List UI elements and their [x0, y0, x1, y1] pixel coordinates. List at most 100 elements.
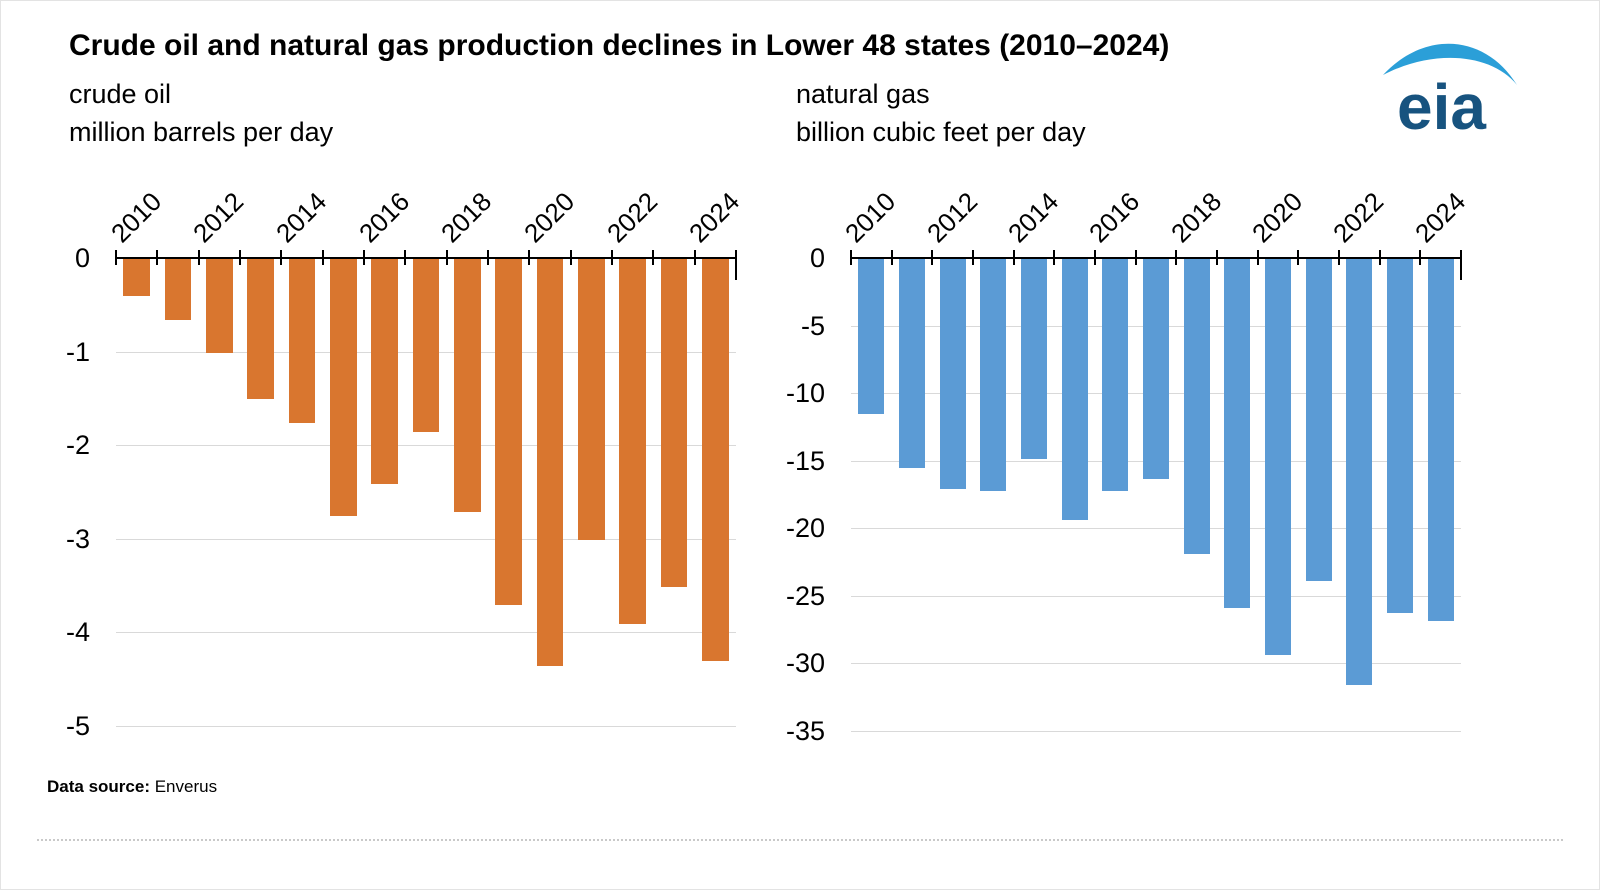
axis-tick: [1297, 250, 1300, 265]
gridline: [116, 538, 736, 540]
axis-tick: [445, 250, 448, 265]
data-source: Data source: Enverus: [47, 777, 217, 797]
axis-tick: [890, 250, 893, 265]
x-tick-label-2012: 2012: [187, 186, 250, 249]
axis-tick: [569, 250, 572, 265]
bar-2023: [660, 259, 688, 587]
axis-tick: [528, 250, 531, 265]
bar-2017: [412, 259, 440, 433]
bar-2018: [454, 259, 481, 512]
axis-tick: [321, 250, 324, 265]
bar-2014: [1020, 259, 1047, 459]
bar-2022: [1346, 259, 1373, 685]
page-title: Crude oil and natural gas production dec…: [69, 29, 1170, 62]
x-tick-label-2014: 2014: [270, 186, 333, 249]
axis-tick: [239, 250, 241, 265]
gridline: [116, 445, 736, 447]
y-tick-label: -25: [785, 580, 825, 611]
x-axis-line: [851, 257, 1461, 259]
y-tick-label: -20: [785, 513, 825, 544]
bar-2011: [898, 259, 925, 469]
axis-tick: [1338, 250, 1340, 265]
bar-2016: [371, 259, 398, 484]
x-tick-label-2010: 2010: [104, 186, 167, 249]
axis-tick: [1175, 250, 1178, 265]
axis-tick: [972, 250, 974, 265]
bar-2012: [939, 259, 966, 489]
y-tick-label: -30: [785, 648, 825, 679]
y-tick-label: 0: [809, 243, 825, 273]
bar-2013: [247, 259, 274, 400]
bar-2010: [858, 259, 885, 415]
x-tick-label-2016: 2016: [352, 186, 415, 249]
axis-tick: [363, 250, 365, 265]
y-tick-label: 0: [74, 243, 90, 273]
gridline: [851, 663, 1461, 665]
gridline: [116, 632, 736, 634]
crude-oil-x-axis: 2010 2012 2014 2016 2018 2020 2022 2024: [105, 153, 746, 258]
x-tick-label-2020: 2020: [518, 186, 581, 249]
x-tick-label-2010: 2010: [839, 186, 902, 249]
bar-2015: [330, 259, 357, 517]
natural-gas-y-axis: 0 -5 -10 -15 -20 -25 -30 -35: [751, 243, 837, 746]
axis-tick: [850, 250, 852, 265]
natural-gas-chart: 0 -5 -10 -15 -20 -25 -30 -35 2010 2012 2014 2016 20…: [786, 186, 1471, 746]
bottom-separator: [37, 839, 1563, 841]
x-tick-label-2022: 2022: [600, 186, 663, 249]
axis-tick: [652, 250, 655, 265]
bar-2019: [495, 259, 522, 606]
crude-oil-y-axis: 0 -1 -2 -3 -4 -5: [16, 243, 102, 741]
axis-tick: [1460, 250, 1462, 280]
eia-logo-text: eia: [1397, 71, 1486, 137]
axis-tick: [931, 250, 934, 265]
x-tick-label-2024: 2024: [683, 186, 746, 249]
axis-tick: [1053, 250, 1056, 265]
x-tick-label-2018: 2018: [435, 186, 498, 249]
bar-2024: [1427, 259, 1454, 622]
bar-2015: [1061, 259, 1088, 520]
crude-oil-subtitle-line1: crude oil: [69, 79, 172, 109]
crude-oil-subtitle: crude oil million barrels per day: [69, 75, 333, 151]
bar-2016: [1102, 259, 1129, 492]
bar-2019: [1224, 259, 1251, 608]
bar-2011: [164, 259, 192, 320]
gridline: [851, 731, 1461, 732]
bar-2013: [980, 259, 1007, 492]
bar-2010: [123, 259, 150, 297]
axis-tick: [1094, 250, 1096, 265]
bar-2021: [1305, 259, 1332, 581]
natural-gas-subtitle-line1: natural gas: [796, 79, 930, 109]
bar-2017: [1142, 259, 1169, 480]
axis-tick: [487, 250, 489, 265]
x-axis-line: [116, 257, 736, 259]
y-tick-label: -2: [65, 430, 90, 461]
x-tick-label-2012: 2012: [920, 186, 983, 249]
y-tick-label: -1: [65, 336, 90, 367]
gridline: [851, 595, 1461, 597]
eia-logo-graphic: eia: [1383, 43, 1517, 143]
data-source-value: Enverus: [154, 777, 218, 796]
axis-tick: [404, 250, 407, 265]
axis-tick: [735, 250, 737, 280]
axis-tick: [1216, 250, 1218, 265]
axis-tick: [1134, 250, 1137, 265]
bar-2024: [702, 259, 729, 662]
x-tick-label-2016: 2016: [1083, 186, 1146, 249]
y-tick-label: -3: [65, 523, 90, 554]
x-tick-label-2018: 2018: [1164, 186, 1227, 249]
bar-2014: [288, 259, 316, 423]
natural-gas-subtitle-line2: billion cubic feet per day: [796, 117, 1086, 147]
axis-tick: [1012, 250, 1015, 265]
y-tick-label: -10: [785, 378, 825, 409]
data-source-label: Data source:: [47, 777, 150, 796]
x-tick-label-2022: 2022: [1327, 186, 1390, 249]
y-tick-label: -35: [785, 716, 825, 746]
crude-oil-subtitle-line2: million barrels per day: [69, 117, 334, 147]
axis-tick: [693, 250, 696, 265]
y-tick-label: -5: [800, 310, 825, 341]
natural-gas-x-axis: 2010 2012 2014 2016 2018 2020 2022 2024: [839, 153, 1470, 258]
axis-tick: [1256, 250, 1259, 265]
bar-2012: [206, 259, 233, 353]
axis-tick: [197, 250, 200, 265]
